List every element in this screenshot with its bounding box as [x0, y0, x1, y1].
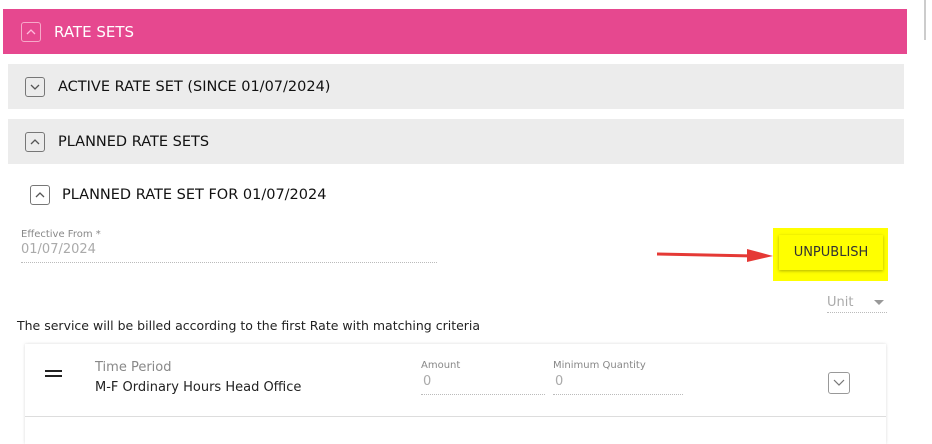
active-rate-set-title: ACTIVE RATE SET (SINCE 01/07/2024) — [58, 78, 331, 95]
row-divider — [25, 416, 886, 417]
chevron-up-icon[interactable] — [25, 131, 45, 152]
chevron-up-icon[interactable] — [21, 21, 41, 42]
minimum-quantity-field[interactable]: Minimum Quantity 0 — [553, 360, 683, 395]
billing-note: The service will be billed according to … — [17, 318, 481, 333]
planned-rate-sets-title: PLANNED RATE SETS — [58, 133, 210, 150]
red-arrow-annotation — [656, 249, 773, 262]
rate-sets-title: RATE SETS — [54, 22, 135, 41]
amount-label: Amount — [421, 360, 461, 371]
rate-name: M-F Ordinary Hours Head Office — [95, 380, 302, 395]
chevron-down-icon[interactable] — [828, 372, 850, 394]
effective-from-field[interactable]: Effective From * 01/07/2024 — [21, 229, 437, 263]
rate-card: Time Period M-F Ordinary Hours Head Offi… — [25, 344, 886, 444]
chevron-up-icon[interactable] — [30, 185, 50, 205]
chevron-down-icon[interactable] — [25, 76, 45, 97]
minimum-quantity-input[interactable]: 0 — [553, 371, 683, 395]
rate-type: Time Period — [95, 360, 172, 375]
scrollbar[interactable] — [924, 0, 926, 40]
effective-from-input[interactable]: 01/07/2024 — [21, 240, 437, 263]
planned-rate-set-title: PLANNED RATE SET FOR 01/07/2024 — [62, 187, 327, 203]
amount-input[interactable]: 0 — [421, 371, 545, 395]
planned-rate-sets-header[interactable]: PLANNED RATE SETS — [8, 119, 904, 164]
unit-select[interactable]: Unit — [827, 293, 887, 313]
minimum-quantity-label: Minimum Quantity — [553, 360, 646, 371]
active-rate-set-header[interactable]: ACTIVE RATE SET (SINCE 01/07/2024) — [8, 64, 904, 109]
effective-from-label: Effective From * — [21, 229, 101, 240]
unit-select-value: Unit — [827, 295, 854, 310]
dropdown-arrow-icon — [874, 300, 884, 305]
highlight-box: UNPUBLISH — [773, 228, 888, 281]
rate-sets-header[interactable]: RATE SETS — [3, 9, 907, 54]
drag-handle-icon[interactable] — [45, 370, 62, 377]
amount-field[interactable]: Amount 0 — [421, 360, 545, 395]
unpublish-button[interactable]: UNPUBLISH — [779, 235, 883, 270]
planned-rate-set-header[interactable]: PLANNED RATE SET FOR 01/07/2024 — [30, 185, 326, 205]
